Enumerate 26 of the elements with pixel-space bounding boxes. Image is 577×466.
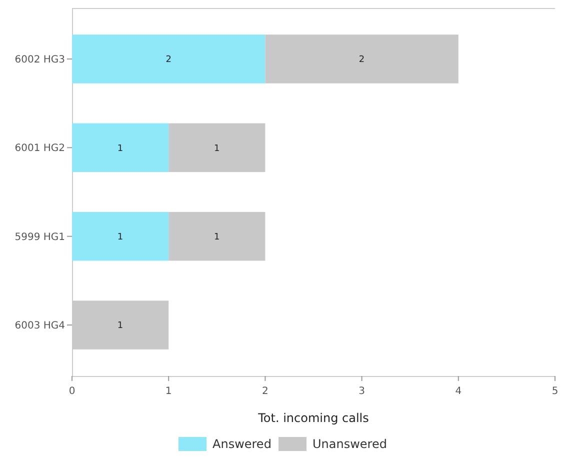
x-axis-title: Tot. incoming calls <box>257 411 369 425</box>
bar <box>168 212 266 261</box>
y-tick-label: 5999 HG1 <box>14 232 65 243</box>
x-tick-label: 1 <box>165 386 172 397</box>
x-tick-label: 0 <box>68 386 76 397</box>
bar <box>72 123 169 172</box>
data-label: 1 <box>117 232 124 242</box>
bar <box>72 212 169 261</box>
legend-label: Answered <box>212 437 272 451</box>
data-label: 1 <box>117 321 124 332</box>
data-label: 1 <box>214 144 220 154</box>
bar <box>72 34 266 84</box>
data-label: 2 <box>166 55 172 66</box>
x-tick-label: 2 <box>262 386 268 397</box>
bar <box>168 123 266 172</box>
data-label: 2 <box>358 55 365 66</box>
data-label: 1 <box>214 232 220 242</box>
x-tick-label: 3 <box>358 386 365 397</box>
bar <box>265 34 458 84</box>
x-tick-label: 4 <box>455 386 462 397</box>
y-tick-label: 6003 HG4 <box>14 320 65 332</box>
data-label: 1 <box>117 144 124 154</box>
y-tick-label: 6001 HG2 <box>14 143 65 154</box>
legend-label: Unanswered <box>312 437 387 451</box>
x-tick-label: 5 <box>552 386 558 397</box>
y-tick-label: 6002 HG3 <box>14 54 65 66</box>
